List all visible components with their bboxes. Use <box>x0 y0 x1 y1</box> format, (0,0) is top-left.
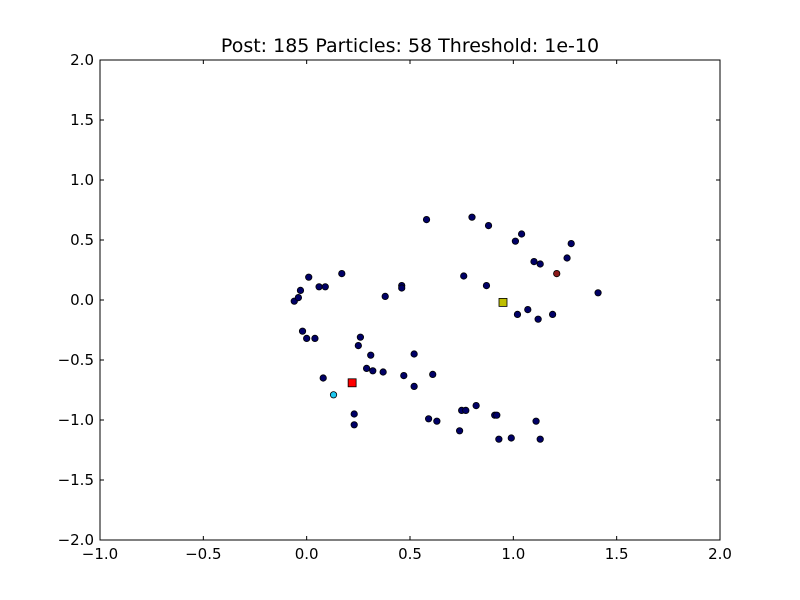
particle-point <box>563 254 571 262</box>
particle-point <box>296 286 305 294</box>
particle-point <box>517 230 526 238</box>
plot-frame <box>99 59 721 541</box>
particle-point <box>422 216 431 224</box>
particle-point <box>548 310 557 318</box>
particle-point <box>493 411 501 419</box>
particle-point <box>482 281 491 290</box>
particle-point <box>400 371 408 380</box>
y-tick-label: 0.0 <box>70 291 94 309</box>
particle-point <box>536 260 544 268</box>
particle-point <box>369 367 377 375</box>
particle-point <box>398 284 406 292</box>
particle-point <box>321 283 329 291</box>
particle-point <box>354 341 362 350</box>
chart-title: Post: 185 Particles: 58 Threshold: 1e-10 <box>221 35 599 57</box>
y-tick-label: 0.5 <box>70 231 94 249</box>
particle-point <box>534 315 542 323</box>
particle-point <box>513 310 522 318</box>
particle-point <box>594 289 602 297</box>
y-tick-label: 1.0 <box>70 171 94 189</box>
x-tick-label: −1.0 <box>82 545 118 563</box>
particle-point <box>338 269 346 278</box>
square-marker <box>498 297 508 307</box>
x-tick-label: 0.0 <box>295 545 319 563</box>
highlighted-particle-point <box>553 269 561 278</box>
y-tick-label: −1.5 <box>58 471 94 489</box>
particle-point <box>294 293 302 302</box>
particle-point <box>379 368 387 376</box>
particle-point <box>424 415 433 423</box>
x-tick-label: 1.5 <box>605 545 629 563</box>
particle-point <box>495 435 503 443</box>
particle-point <box>536 435 544 443</box>
square-marker <box>347 378 357 388</box>
particle-point <box>356 333 364 341</box>
particle-point <box>433 417 441 425</box>
particle-point <box>468 213 476 221</box>
particle-point <box>567 240 575 248</box>
particle-point <box>303 334 311 342</box>
particle-point <box>311 334 319 342</box>
particle-point <box>524 305 532 314</box>
particle-point <box>350 421 358 429</box>
y-tick-label: −0.5 <box>58 351 94 369</box>
plot-area: −1.0 −0.5 0.0 0.5 1.0 1.5 2.0 2.0 1.5 1.0 0.5 0.0 −0… <box>58 51 732 563</box>
highlighted-particle-point <box>329 391 338 399</box>
particle-point <box>362 364 371 372</box>
particle-point <box>319 374 327 382</box>
particle-point <box>511 237 520 245</box>
particle-point <box>532 417 540 425</box>
particle-point <box>410 350 418 358</box>
particle-point <box>484 222 493 230</box>
particle-point <box>367 351 375 359</box>
x-tick-label: 1.0 <box>501 545 525 563</box>
y-tick-label: 1.5 <box>70 111 94 129</box>
x-tick-label: 0.5 <box>398 545 422 563</box>
particle-point <box>429 370 437 378</box>
x-tick-label: 2.0 <box>708 545 732 563</box>
particle-point <box>462 406 470 414</box>
particle-point <box>298 327 307 335</box>
particle-point <box>455 427 464 435</box>
particle-point <box>472 401 480 410</box>
y-tick-label: 2.0 <box>70 51 94 69</box>
particle-point <box>507 434 515 442</box>
y-tick-label: −2.0 <box>58 531 94 549</box>
particle-point <box>315 283 323 291</box>
particle-point <box>460 272 468 280</box>
particle-point <box>305 273 313 281</box>
x-tick-label: −0.5 <box>185 545 221 563</box>
particle-point <box>530 257 538 266</box>
particle-point <box>410 382 418 390</box>
y-tick-label: −1.0 <box>58 411 94 429</box>
particle-point <box>381 292 389 300</box>
particle-point <box>350 410 358 418</box>
